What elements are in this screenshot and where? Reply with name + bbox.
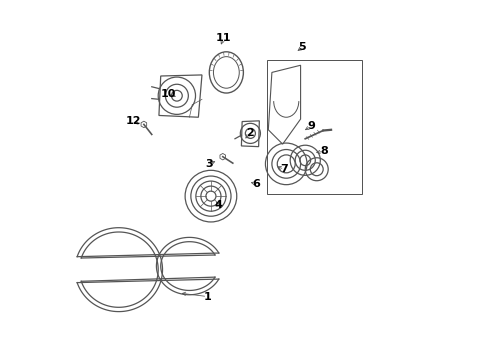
- Text: 4: 4: [214, 200, 222, 210]
- Text: 3: 3: [205, 159, 213, 169]
- Text: 10: 10: [160, 89, 175, 99]
- Text: 7: 7: [281, 164, 288, 174]
- Text: 5: 5: [298, 42, 306, 52]
- Text: 2: 2: [246, 129, 254, 138]
- Text: 8: 8: [320, 146, 328, 156]
- Text: 11: 11: [216, 33, 231, 43]
- Bar: [267, 60, 362, 194]
- Text: 9: 9: [307, 121, 315, 131]
- Text: 6: 6: [252, 179, 260, 189]
- Text: 12: 12: [126, 116, 142, 126]
- Text: 1: 1: [203, 292, 211, 302]
